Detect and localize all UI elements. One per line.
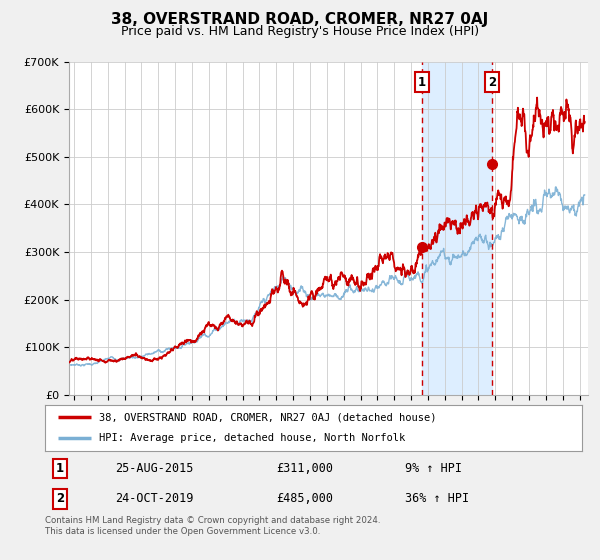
Text: 36% ↑ HPI: 36% ↑ HPI xyxy=(405,492,469,506)
Text: 38, OVERSTRAND ROAD, CROMER, NR27 0AJ (detached house): 38, OVERSTRAND ROAD, CROMER, NR27 0AJ (d… xyxy=(98,412,436,422)
Text: £485,000: £485,000 xyxy=(276,492,333,506)
Text: 2: 2 xyxy=(488,76,496,88)
Text: 1: 1 xyxy=(418,76,426,88)
Text: 25-AUG-2015: 25-AUG-2015 xyxy=(115,462,193,475)
Text: Price paid vs. HM Land Registry's House Price Index (HPI): Price paid vs. HM Land Registry's House … xyxy=(121,25,479,38)
Text: 24-OCT-2019: 24-OCT-2019 xyxy=(115,492,193,506)
Text: 1: 1 xyxy=(56,462,64,475)
Text: Contains HM Land Registry data © Crown copyright and database right 2024.
This d: Contains HM Land Registry data © Crown c… xyxy=(45,516,380,536)
Bar xyxy=(422,62,492,395)
Text: 9% ↑ HPI: 9% ↑ HPI xyxy=(405,462,462,475)
Text: HPI: Average price, detached house, North Norfolk: HPI: Average price, detached house, Nort… xyxy=(98,433,405,444)
Text: £311,000: £311,000 xyxy=(276,462,333,475)
Text: 2: 2 xyxy=(56,492,64,506)
Text: 38, OVERSTRAND ROAD, CROMER, NR27 0AJ: 38, OVERSTRAND ROAD, CROMER, NR27 0AJ xyxy=(112,12,488,27)
